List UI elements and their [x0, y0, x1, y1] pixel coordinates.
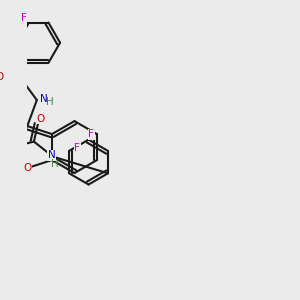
Text: N: N: [40, 94, 47, 104]
Text: F: F: [74, 143, 80, 153]
Text: O: O: [37, 114, 45, 124]
Text: H: H: [46, 97, 54, 107]
Text: F: F: [21, 13, 27, 22]
Text: F: F: [88, 129, 94, 139]
Text: H: H: [50, 159, 58, 169]
Text: N: N: [48, 150, 56, 160]
Text: O: O: [23, 163, 32, 173]
Text: O: O: [0, 72, 3, 82]
